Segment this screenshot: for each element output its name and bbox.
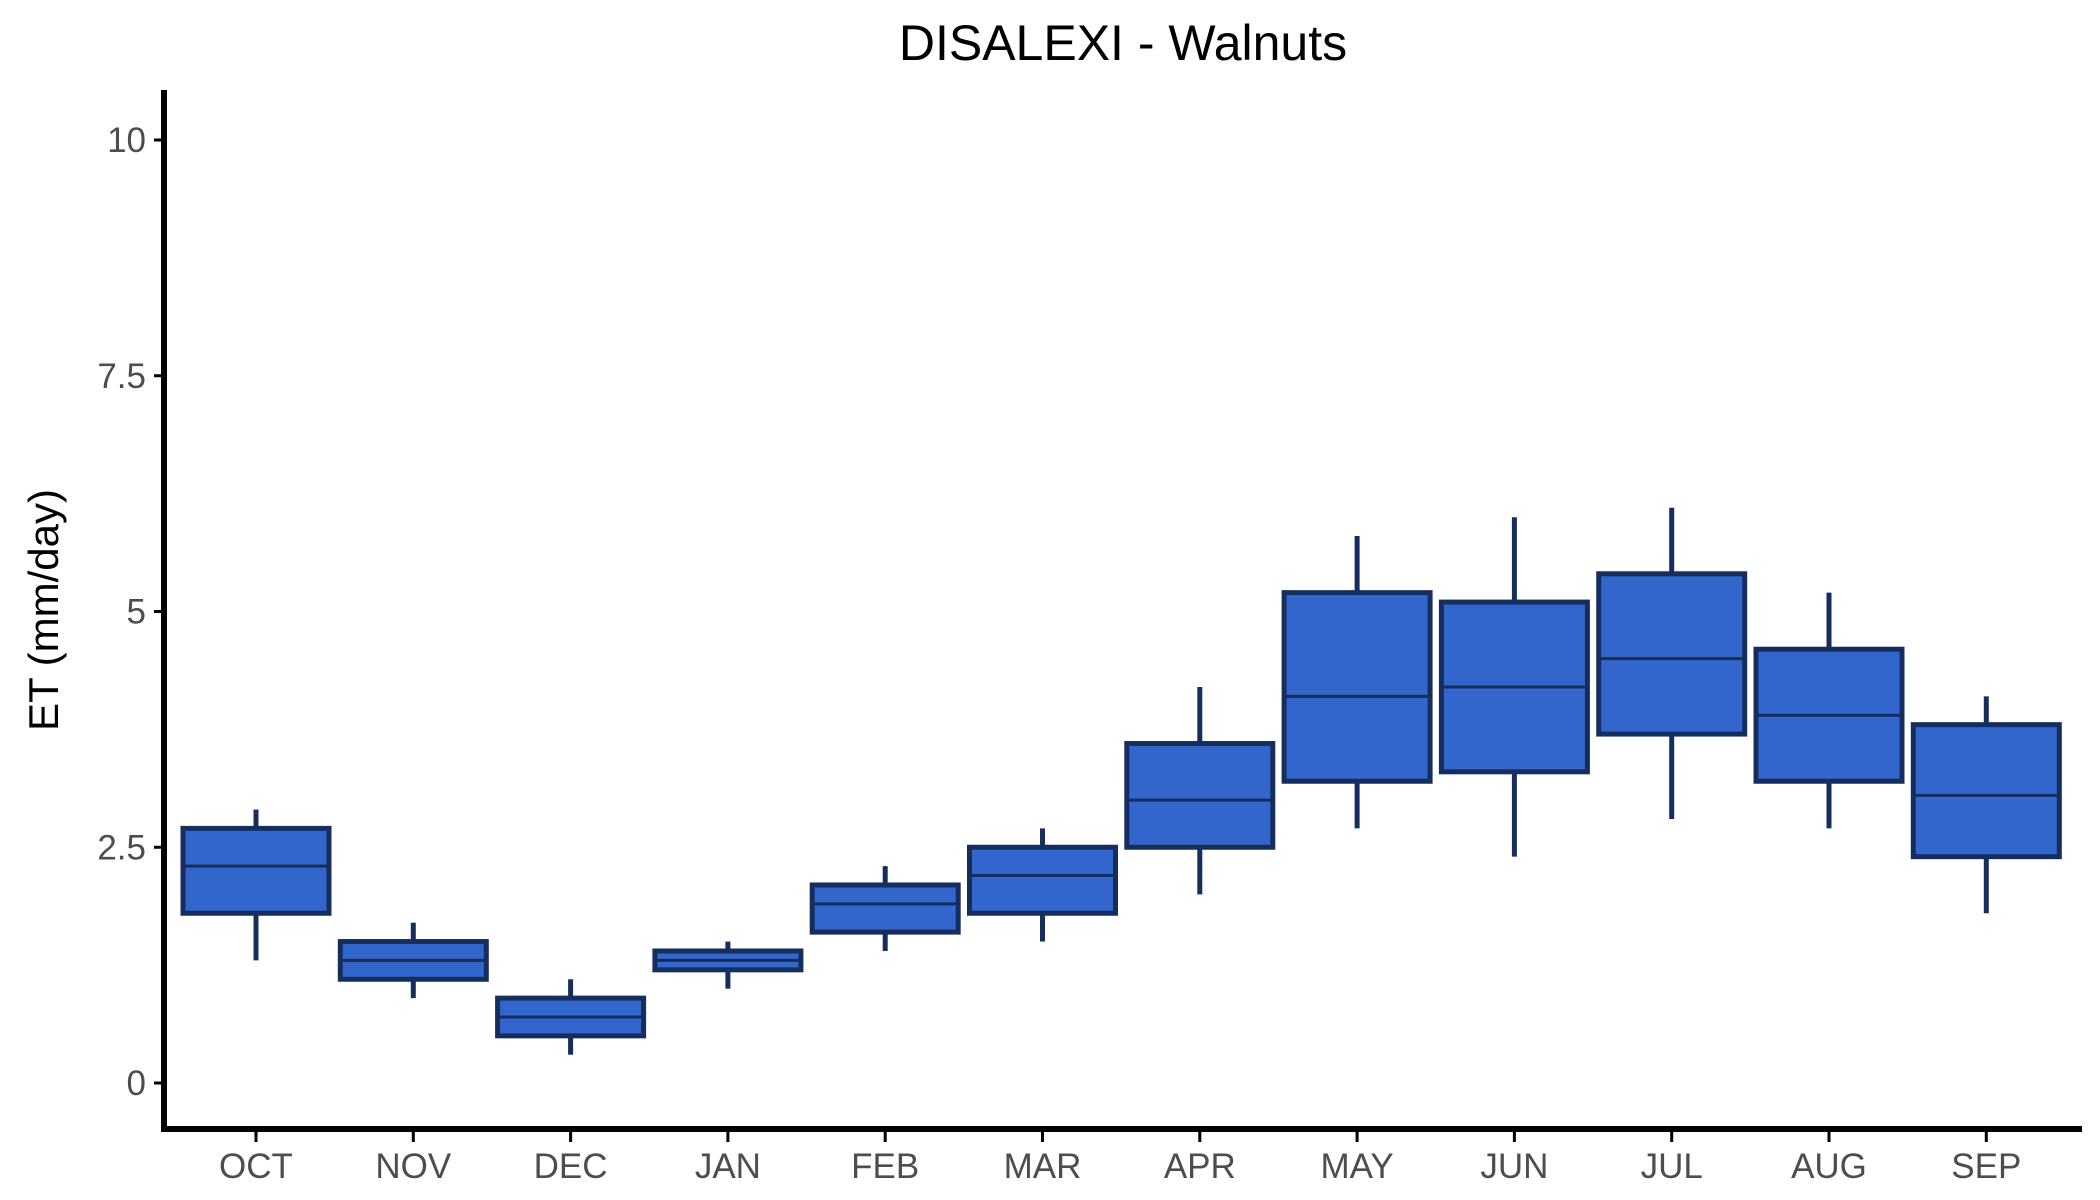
- box-jan: [652, 941, 804, 989]
- box-body: [1281, 590, 1433, 784]
- y-tick-label: 5: [127, 593, 146, 632]
- box-oct: [180, 809, 332, 961]
- x-tick-label: JAN: [695, 1147, 761, 1186]
- box-body: [1596, 571, 1748, 737]
- box-sep: [1910, 696, 2062, 914]
- box-body: [1910, 722, 2062, 860]
- box-jun: [1438, 517, 1590, 857]
- box-feb: [809, 866, 961, 951]
- x-tick-label: SEP: [1951, 1147, 2021, 1186]
- x-tick-label: OCT: [219, 1147, 293, 1186]
- y-tick-label: 10: [107, 121, 146, 160]
- y-tick-label: 2.5: [97, 828, 146, 867]
- x-tick-label: JUL: [1641, 1147, 1703, 1186]
- x-tick-label: NOV: [375, 1147, 452, 1186]
- x-tick-label: DEC: [534, 1147, 608, 1186]
- box-nov: [337, 922, 489, 999]
- chart-title: DISALEXI - Walnuts: [899, 15, 1347, 71]
- x-tick-label: APR: [1164, 1147, 1236, 1186]
- box-body: [1124, 741, 1276, 850]
- x-tick-label: MAY: [1320, 1147, 1393, 1186]
- plot-area: 0 2.5 5 7.5 10 OCT NOV DEC JAN FEB MAR APR MAY JUN JUL…: [97, 121, 2062, 1186]
- box-apr: [1124, 686, 1276, 895]
- box-may: [1281, 536, 1433, 829]
- box-dec: [495, 979, 647, 1055]
- x-tick-label: AUG: [1791, 1147, 1867, 1186]
- box-jul: [1596, 507, 1748, 819]
- x-tick-label: JUN: [1480, 1147, 1548, 1186]
- y-tick-label: 0: [127, 1064, 146, 1103]
- box-body: [180, 825, 332, 916]
- x-tick-label: FEB: [851, 1147, 919, 1186]
- box-body: [967, 844, 1118, 916]
- y-tick-label: 7.5: [97, 357, 146, 396]
- box-body: [809, 882, 961, 935]
- y-axis-label: ET (mm/day): [20, 489, 67, 731]
- x-tick-label: MAR: [1004, 1147, 1082, 1186]
- box-aug: [1753, 592, 1905, 829]
- box-mar: [967, 828, 1118, 942]
